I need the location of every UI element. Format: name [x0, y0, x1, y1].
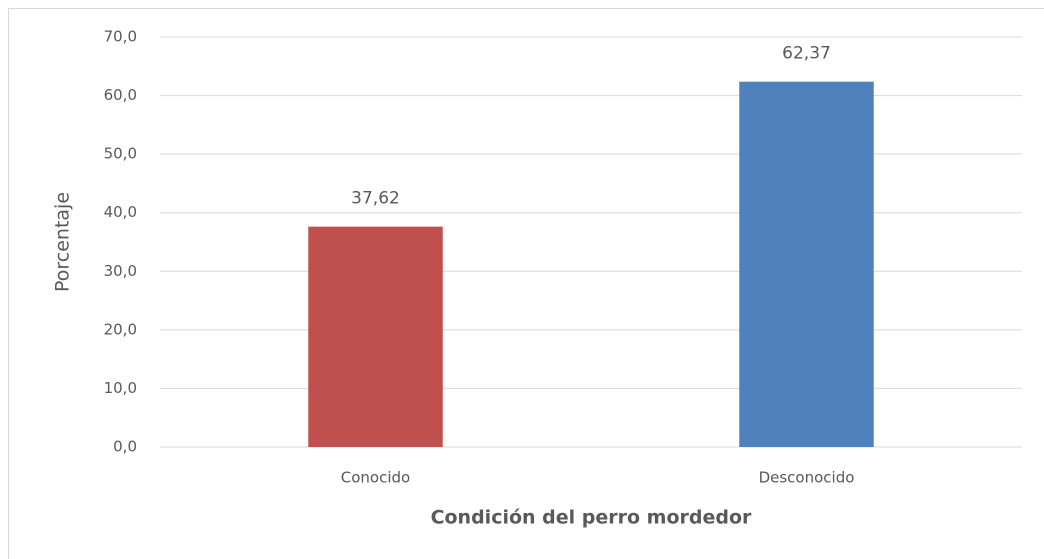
y-axis-label: Porcentaje	[52, 192, 74, 292]
data-label: 37,62	[351, 189, 400, 209]
x-axis-label: Condición del perro mordedor	[431, 507, 752, 529]
y-tick-label: 60,0	[104, 86, 137, 104]
data-label: 62,37	[782, 44, 831, 64]
x-tick-label: Desconocido	[759, 469, 855, 487]
bar	[739, 81, 874, 447]
y-tick-label: 10,0	[104, 379, 137, 397]
y-tick-label: 70,0	[104, 28, 137, 46]
y-tick-label: 20,0	[104, 320, 137, 338]
y-tick-label: 50,0	[104, 145, 137, 163]
bar	[308, 226, 443, 447]
y-tick-label: 30,0	[104, 262, 137, 280]
chart-frame	[8, 8, 1044, 559]
x-tick-label: Conocido	[341, 469, 410, 487]
y-tick-label: 0,0	[113, 438, 137, 456]
y-tick-label: 40,0	[104, 203, 137, 221]
